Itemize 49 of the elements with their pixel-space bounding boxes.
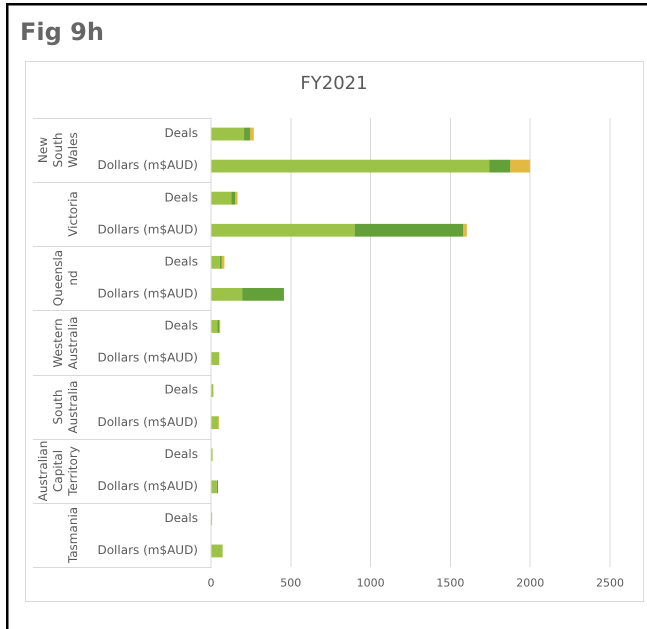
- bar: [231, 192, 236, 205]
- text: Western Australia: [50, 314, 81, 372]
- bar: [212, 352, 220, 365]
- x-tick-label: 0: [208, 576, 214, 590]
- x-tick-label: 1000: [356, 576, 385, 590]
- text: Victoria: [66, 191, 81, 237]
- bar: [244, 128, 250, 140]
- bar: [222, 256, 224, 269]
- bar: [490, 160, 510, 173]
- bar: [242, 288, 284, 301]
- y-tick-label: Dollars (m$AUD): [97, 158, 198, 172]
- bar: [212, 480, 217, 494]
- bar: [212, 192, 232, 205]
- bar: [212, 288, 242, 301]
- y-tick-label: Deals: [164, 382, 198, 397]
- y-tick-label: Deals: [164, 126, 198, 140]
- y-tick-label: Deals: [164, 318, 198, 333]
- chart-subtitle: FY2021: [299, 73, 369, 95]
- bar: [354, 224, 464, 237]
- text: Queensland: [50, 249, 81, 309]
- x-tick-label: 500: [280, 576, 302, 590]
- text: New South Wales: [36, 131, 81, 170]
- bar: [463, 224, 467, 237]
- chart-title: Fig 9h: [20, 18, 104, 47]
- y-tick-label: Dollars (m$AUD): [97, 350, 198, 365]
- text: Australian Capital Territory: [36, 440, 81, 502]
- bar: [212, 544, 223, 558]
- bar: [212, 416, 218, 430]
- y-tick-label: Dollars (m$AUD): [97, 543, 198, 558]
- bar: [212, 128, 244, 140]
- y-tick-label: Dollars (m$AUD): [97, 414, 198, 429]
- y-tick-label: Dollars (m$AUD): [97, 478, 198, 493]
- text: South Australia: [50, 379, 81, 436]
- x-tick-label: 2000: [516, 576, 544, 590]
- text: Tasmania: [66, 506, 81, 564]
- bar: [212, 224, 355, 237]
- bar: [212, 320, 218, 333]
- x-tick-label: 2500: [596, 576, 624, 590]
- bar: [212, 256, 220, 269]
- y-tick-label: Deals: [164, 446, 198, 461]
- x-tick-label: 1500: [436, 576, 464, 590]
- bar: [250, 128, 254, 140]
- bar: [510, 160, 530, 173]
- y-tick-label: Deals: [164, 254, 198, 268]
- y-tick-label: Deals: [164, 190, 198, 204]
- y-tick-label: Dollars (m$AUD): [97, 286, 198, 301]
- y-tick-label: Dollars (m$AUD): [97, 222, 198, 236]
- bar: [212, 160, 490, 173]
- y-tick-label: Deals: [164, 511, 198, 526]
